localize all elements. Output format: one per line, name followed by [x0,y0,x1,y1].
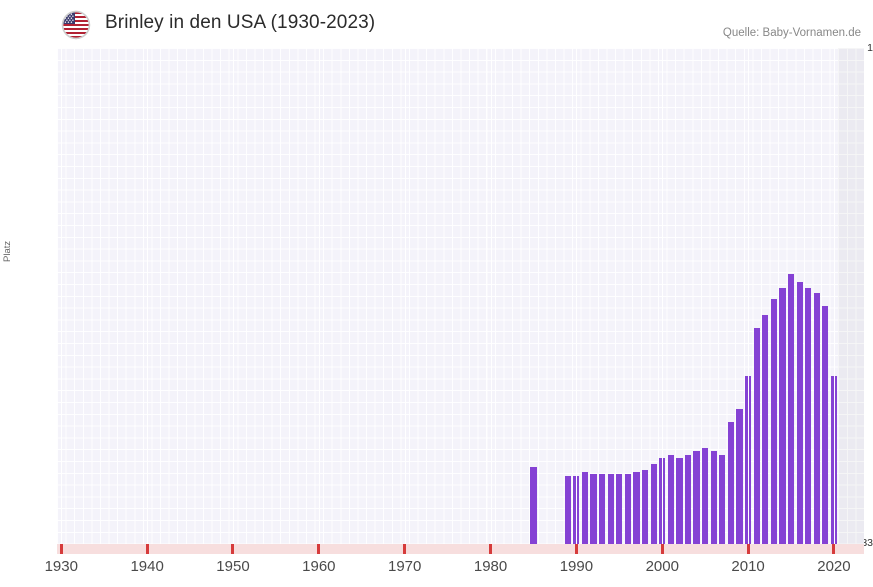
bar-2016[interactable] [796,282,803,544]
x-axis-band [57,544,864,554]
x-tick-label-1980: 1980 [473,558,508,575]
bar-2000[interactable] [659,458,666,544]
y-axis-tick-top: 1 [867,42,873,54]
bar-2010[interactable] [745,376,752,544]
bar-1993[interactable] [599,474,606,544]
x-tick-label-2000: 2000 [645,558,679,575]
x-tick-label-2020: 2020 [817,558,851,575]
bar-2019[interactable] [822,306,829,544]
bar-1989[interactable] [564,476,571,544]
page-title: Brinley in den USA (1930-2023) [105,12,376,33]
bar-2008[interactable] [727,422,734,544]
gridline-1990 [576,48,578,544]
x-tick-mark-1930 [59,544,63,554]
gridline-1940 [147,48,149,544]
x-tick-label-2010: 2010 [731,558,765,575]
x-tick-mark-1960 [317,544,321,554]
bar-2006[interactable] [710,451,717,544]
bar-1990[interactable] [573,476,580,544]
bar-1996[interactable] [624,474,631,544]
bars-layer [57,48,864,544]
bar-1995[interactable] [616,474,623,544]
bar-1992[interactable] [590,474,597,544]
gridline-1950 [232,48,234,544]
x-tick-mark-1970 [403,544,407,554]
source-label: Quelle: Baby-Vornamen.de [722,27,861,39]
x-tick-label-1990: 1990 [559,558,594,575]
x-tick-mark-2010 [746,544,750,554]
x-tick-mark-1950 [231,544,235,554]
x-tick-label-1970: 1970 [388,558,422,575]
x-tick-mark-1940 [145,544,149,554]
gridline-2010 [748,48,750,544]
bar-2012[interactable] [762,315,769,544]
x-tick-label-1950: 1950 [216,558,250,575]
bar-2013[interactable] [770,299,777,544]
bar-2017[interactable] [805,288,812,544]
gridline-1960 [318,48,320,544]
plot-area [57,48,864,544]
bar-2015[interactable] [787,274,795,544]
bar-1991[interactable] [581,472,589,544]
bar-1997[interactable] [633,472,640,544]
x-tick-mark-1990 [574,544,578,554]
x-tick-mark-2020 [832,544,836,554]
x-tick-label-1930: 1930 [44,558,78,575]
bar-2002[interactable] [676,458,683,544]
bar-2018[interactable] [813,293,820,544]
gridline-2020 [833,48,835,544]
bar-2005[interactable] [702,448,709,544]
y-axis-label: Platz [2,240,13,262]
gridline-1980 [490,48,492,544]
bar-1994[interactable] [607,474,614,544]
x-tick-mark-2000 [660,544,664,554]
bar-2014[interactable] [779,288,786,544]
bar-2003[interactable] [684,455,692,544]
bar-2007[interactable] [719,455,726,544]
chart-header: Brinley in den USA (1930-2023) Quelle: B… [0,0,873,44]
bar-1985[interactable] [530,467,537,544]
bar-2004[interactable] [693,451,700,544]
x-tick-label-1960: 1960 [302,558,336,575]
bar-2009[interactable] [736,409,743,544]
bar-2011[interactable] [753,328,760,544]
us-flag-icon [61,10,91,40]
bar-1998[interactable] [641,470,649,544]
gridline-2000 [662,48,664,544]
x-tick-mark-1980 [489,544,493,554]
x-tick-label-1940: 1940 [130,558,164,575]
bar-1999[interactable] [650,464,657,544]
gridline-1930 [61,48,63,544]
gridline-1970 [404,48,406,544]
bar-2001[interactable] [667,455,674,544]
